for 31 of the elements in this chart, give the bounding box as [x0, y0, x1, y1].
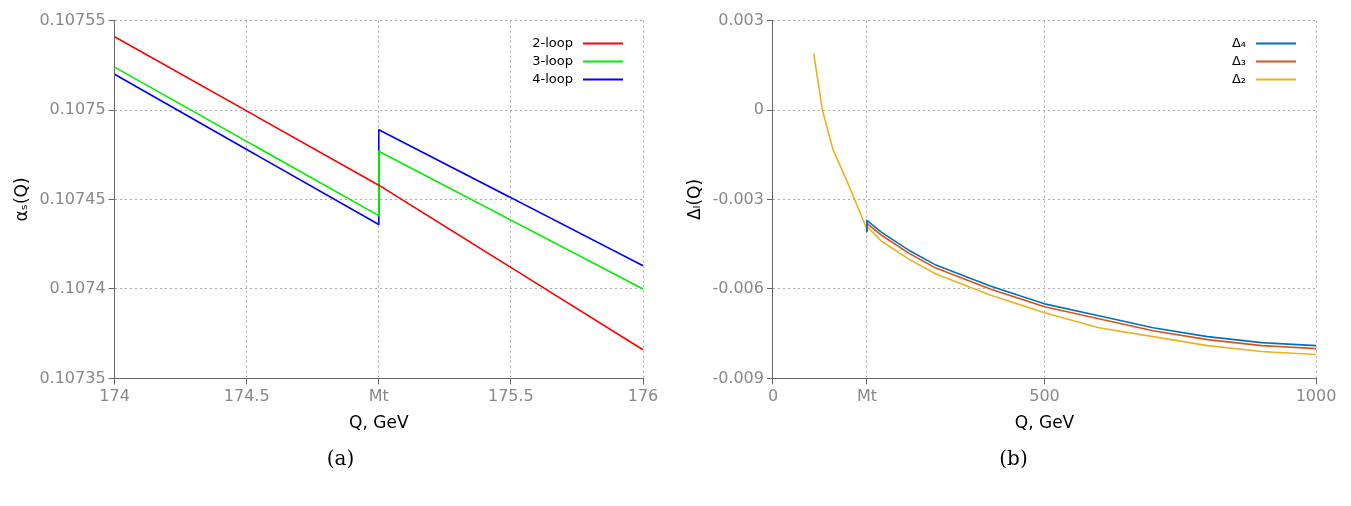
x-tick-label: 174	[99, 386, 130, 406]
x-axis-title: Q, GeV	[349, 412, 409, 433]
legend-label: 4-loop	[532, 70, 573, 86]
y-tick-label: 0.10755	[39, 9, 106, 29]
x-tick-label: 500	[1029, 386, 1060, 406]
legend-label: Δ₂	[1231, 70, 1246, 86]
y-tick-label: 0.10745	[39, 188, 106, 208]
y-axis-title: αₛ(Q)	[10, 177, 31, 222]
y-tick-label: -0.009	[712, 367, 764, 387]
y-tick-label: 0.1074	[49, 278, 106, 298]
y-tick-label: 0.10735	[39, 367, 106, 387]
y-tick-label: 0.1075	[49, 99, 106, 119]
y-tick-label: -0.006	[712, 278, 764, 298]
legend-label: Δ₄	[1231, 34, 1246, 50]
y-tick-label: -0.003	[712, 188, 764, 208]
text: (b)	[998, 446, 1029, 470]
x-tick-label: 174.5	[223, 386, 270, 406]
x-axis-title: Q, GeV	[1014, 412, 1075, 433]
legend-label: 3-loop	[532, 52, 573, 68]
x-tick-label: Mt	[368, 386, 389, 406]
x-tick-label: 176	[627, 386, 659, 406]
text: (a)	[325, 446, 356, 470]
y-tick-label: 0.003	[718, 9, 764, 29]
x-tick-label: 175.5	[487, 386, 534, 406]
legend-label: 2-loop	[532, 34, 573, 50]
x-tick-label: Mt	[856, 386, 877, 406]
x-tick-label: 0	[767, 386, 779, 406]
y-tick-label: 0	[753, 99, 764, 119]
y-axis-title: Δₗ(Q)	[683, 178, 704, 221]
legend-label: Δ₃	[1231, 52, 1246, 68]
x-tick-label: 1000	[1295, 386, 1337, 406]
